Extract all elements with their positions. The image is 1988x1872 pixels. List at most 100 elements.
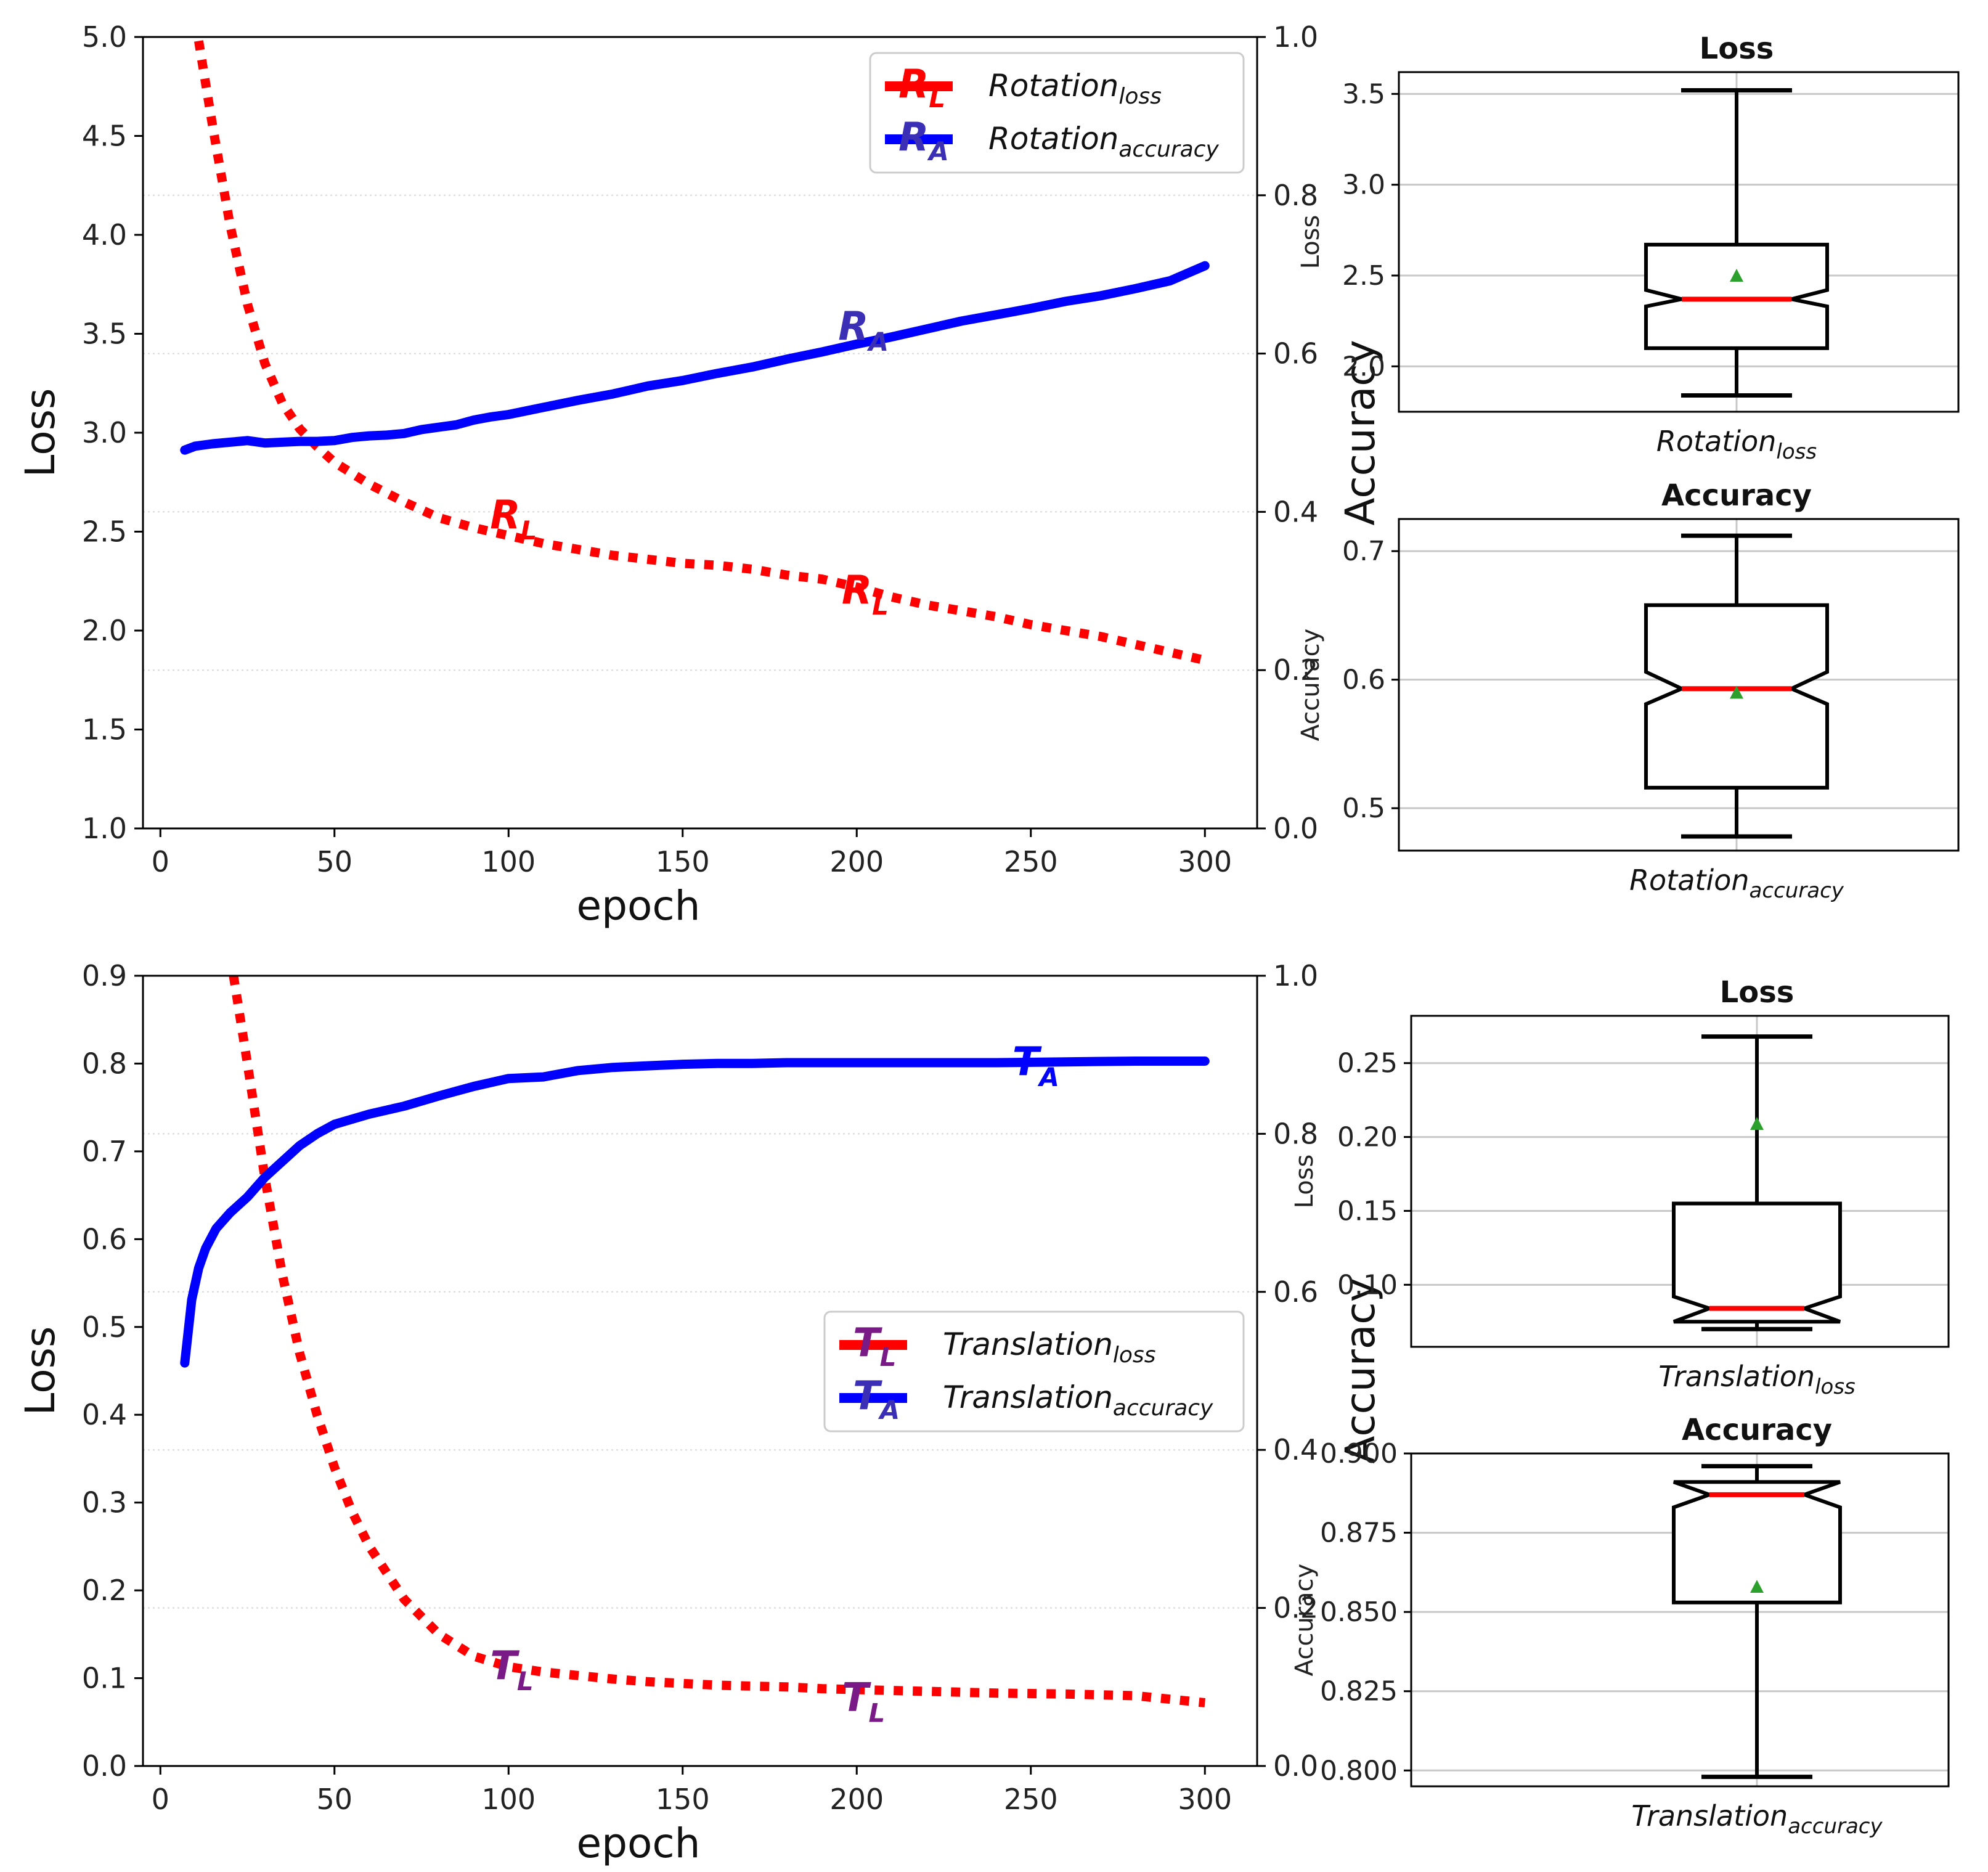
- y-tick-label-left: 4.0: [82, 218, 127, 251]
- x-axis-title: epoch: [577, 1820, 701, 1867]
- legend-label: Translationloss: [943, 1326, 1155, 1368]
- y-tick-label-left: 1.5: [82, 713, 127, 746]
- y-tick-label-left: 0.7: [82, 1135, 127, 1168]
- legend-marker: TA: [853, 1373, 900, 1425]
- box-body: [1672, 1201, 1842, 1324]
- series-line-rotation-accuracy: [180, 261, 1210, 455]
- y-tick-label-left: 0.3: [82, 1486, 127, 1519]
- translation_accuracy_box: 0.800 0.825 0.850 0.875 0.900 Accuracy Accurac…: [1290, 1413, 1950, 1839]
- y-tick-label-right: 0.4: [1273, 1433, 1318, 1466]
- y-axis-title-left: Loss: [17, 388, 64, 478]
- legend-marker: TL: [853, 1320, 896, 1372]
- y-tick-label-left: 5.0: [82, 20, 127, 54]
- y-tick-label-left: 0.9: [82, 959, 127, 992]
- box-body: [1644, 242, 1829, 350]
- legend-label: Rotationloss: [988, 68, 1162, 109]
- y-tick-label: 3.5: [1342, 78, 1385, 110]
- y-tick-label-right: 0.2: [1273, 1592, 1318, 1625]
- y-tick-label-left: 0.8: [82, 1047, 127, 1080]
- plot-frame: [1410, 1015, 1950, 1348]
- legend-frame: [823, 1310, 1245, 1433]
- x-axis-title: Rotationloss: [1656, 425, 1817, 464]
- y-tick-label-left: 0.1: [82, 1662, 127, 1695]
- y-tick-label-right: 0.6: [1273, 1275, 1318, 1309]
- y-tick-label: 2.5: [1342, 260, 1385, 292]
- rotation_curve: 0 50 100 150 200 250 300 1.0 1.5 2.0 2.5 3.0 3.5 4.0 4…: [17, 20, 1384, 930]
- x-tick-label: 300: [1178, 1783, 1232, 1816]
- box-body: [1672, 1480, 1842, 1604]
- legend-label: Rotationaccuracy: [988, 121, 1219, 162]
- plot-frame: [142, 975, 1258, 1767]
- y-tick-label-left: 3.0: [82, 416, 127, 449]
- y-axis-title-left: Loss: [17, 1326, 64, 1416]
- plot-frame: [1410, 1452, 1950, 1788]
- y-tick-label: 0.25: [1337, 1048, 1398, 1079]
- legend: RL Rotationloss RA Rotationaccuracy: [869, 52, 1245, 174]
- y-axis-title: Accuracy: [1297, 629, 1325, 742]
- y-tick-label: 0.10: [1337, 1269, 1398, 1301]
- box-title: Accuracy: [1682, 1413, 1832, 1447]
- box-title: Loss: [1700, 31, 1774, 66]
- box-title: Loss: [1720, 975, 1794, 1010]
- x-axis-title: epoch: [577, 882, 701, 930]
- y-tick-label-left: 0.0: [82, 1749, 127, 1783]
- mean-marker: [1750, 1117, 1764, 1130]
- x-tick-label: 200: [829, 1783, 884, 1816]
- y-tick-label-right: 0.6: [1273, 337, 1318, 370]
- y-tick-label: 0.900: [1320, 1438, 1398, 1469]
- x-axis-title: Translationloss: [1658, 1360, 1856, 1399]
- series-line-translation-accuracy: [180, 1057, 1210, 1368]
- annotation-label: TA: [1012, 1039, 1059, 1092]
- legend-marker: RA: [898, 115, 949, 166]
- rotation_accuracy_box: 0.5 0.6 0.7 Accuracy Accuracy Rotationaccurac…: [1297, 478, 1960, 903]
- legend-marker: RL: [898, 62, 945, 113]
- translation_curve: 0 50 100 150 200 250 300 0.0 0.1 0.2 0.3 0.4 0.5 0.6 0…: [17, 959, 1384, 1867]
- y-axis-title: Loss: [1297, 215, 1325, 269]
- y-tick-label-left: 0.6: [82, 1222, 127, 1256]
- mean-marker: [1730, 685, 1743, 699]
- y-tick-label: 2.0: [1342, 351, 1385, 382]
- y-tick-label: 0.6: [1342, 664, 1385, 696]
- y-tick-label-left: 0.2: [82, 1574, 127, 1607]
- y-tick-label: 0.825: [1320, 1676, 1398, 1707]
- y-tick-label-right: 0.4: [1273, 495, 1318, 528]
- annotation-label: TL: [490, 1643, 533, 1696]
- plot-frame: [1398, 518, 1960, 852]
- y-tick-label-left: 2.5: [82, 515, 127, 549]
- y-tick-label-right: 1.0: [1273, 959, 1318, 992]
- x-tick-label: 0: [152, 845, 169, 878]
- legend-frame: [869, 52, 1245, 174]
- annotation-label: RL: [842, 568, 889, 621]
- legend: TL Translationloss TA Translationaccuracy: [823, 1310, 1245, 1433]
- y-tick-label: 0.875: [1320, 1518, 1398, 1549]
- x-axis-title: Translationaccuracy: [1631, 1799, 1883, 1839]
- x-tick-label: 250: [1004, 845, 1058, 878]
- y-tick-label: 0.15: [1337, 1195, 1398, 1227]
- x-tick-label: 50: [316, 845, 352, 878]
- y-axis-title-right: Accuracy: [1337, 1278, 1384, 1463]
- y-tick-label-left: 0.5: [82, 1310, 127, 1344]
- x-tick-label: 250: [1004, 1783, 1058, 1816]
- annotation-label: TL: [842, 1675, 885, 1728]
- rotation_loss_box: 2.0 2.5 3.0 3.5 Loss Loss Rotationloss: [1297, 31, 1960, 464]
- annotation-label: RL: [490, 493, 537, 546]
- translation_loss_box: 0.10 0.15 0.20 0.25 Loss Loss Translationloss: [1290, 975, 1950, 1399]
- y-tick-label: 0.800: [1320, 1755, 1398, 1786]
- plot-frame: [1398, 71, 1960, 413]
- y-axis-title-right: Accuracy: [1337, 340, 1384, 525]
- y-axis-title: Accuracy: [1290, 1564, 1319, 1677]
- y-tick-label: 3.0: [1342, 170, 1385, 201]
- y-tick-label: 0.7: [1342, 536, 1385, 567]
- legend-label: Translationaccuracy: [943, 1379, 1213, 1421]
- y-axis-title: Loss: [1290, 1155, 1319, 1209]
- x-tick-label: 150: [656, 1783, 710, 1816]
- mean-marker: [1750, 1580, 1764, 1593]
- y-tick-label-right: 0.8: [1273, 1117, 1318, 1150]
- series-line-rotation-loss: [194, 40, 1206, 665]
- x-tick-label: 0: [152, 1783, 169, 1816]
- box-title: Accuracy: [1661, 478, 1812, 513]
- y-tick-label: 0.850: [1320, 1596, 1398, 1628]
- y-tick-label-left: 0.4: [82, 1398, 127, 1431]
- y-tick-label-right: 0.8: [1273, 179, 1318, 212]
